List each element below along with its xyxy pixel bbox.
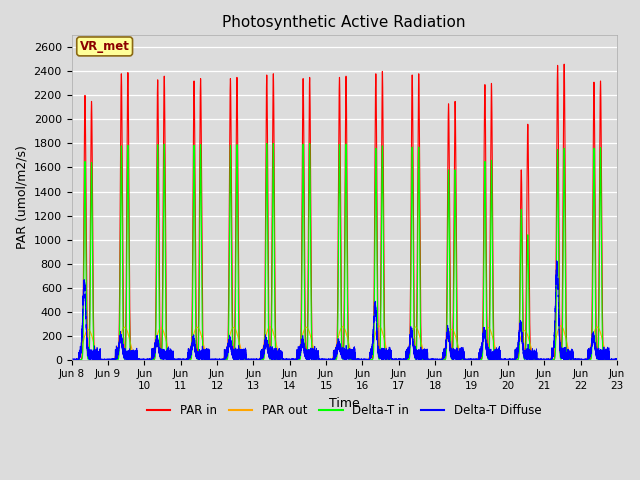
PAR in (477, 356, 485, 362)
Delta-T in (477, 357, 485, 362)
Title: Photosynthetic Active Radiation: Photosynthetic Active Radiation (223, 15, 466, 30)
PAR in (513, 357, 521, 362)
PAR in (560, 61, 568, 67)
Delta-T in (68, 357, 76, 362)
Delta-T Diffuse (506, 356, 513, 362)
PAR out (416, 333, 424, 339)
Delta-T Diffuse (553, 258, 561, 264)
PAR in (492, 357, 500, 362)
PAR out (506, 357, 513, 362)
PAR out (96, 357, 104, 362)
Text: VR_met: VR_met (80, 40, 129, 53)
PAR out (492, 349, 500, 355)
Delta-T in (506, 357, 513, 362)
PAR in (613, 357, 621, 362)
PAR out (513, 348, 521, 353)
Delta-T in (513, 357, 521, 362)
Delta-T Diffuse (613, 356, 621, 362)
Delta-T in (269, 141, 277, 146)
Line: Delta-T Diffuse: Delta-T Diffuse (72, 261, 617, 360)
PAR out (557, 323, 564, 329)
Delta-T Diffuse (477, 350, 485, 356)
Line: PAR out: PAR out (72, 326, 617, 360)
PAR out (613, 357, 621, 362)
Delta-T Diffuse (416, 352, 424, 358)
Delta-T in (613, 357, 621, 362)
PAR out (477, 345, 485, 350)
PAR in (68, 357, 76, 362)
Delta-T in (416, 240, 424, 245)
Legend: PAR in, PAR out, Delta-T in, Delta-T Diffuse: PAR in, PAR out, Delta-T in, Delta-T Dif… (142, 399, 547, 422)
Delta-T Diffuse (68, 357, 76, 362)
Delta-T Diffuse (492, 349, 500, 355)
PAR out (68, 357, 76, 362)
Line: PAR in: PAR in (72, 64, 617, 360)
Delta-T in (96, 357, 104, 362)
PAR in (96, 357, 104, 362)
Delta-T in (492, 357, 500, 362)
Line: Delta-T in: Delta-T in (72, 144, 617, 360)
Delta-T Diffuse (96, 352, 104, 358)
Delta-T Diffuse (463, 357, 471, 362)
PAR in (416, 168, 424, 173)
Delta-T Diffuse (513, 348, 521, 353)
X-axis label: Time: Time (329, 396, 360, 409)
PAR in (506, 357, 513, 362)
Y-axis label: PAR (umol/m2/s): PAR (umol/m2/s) (15, 145, 28, 250)
